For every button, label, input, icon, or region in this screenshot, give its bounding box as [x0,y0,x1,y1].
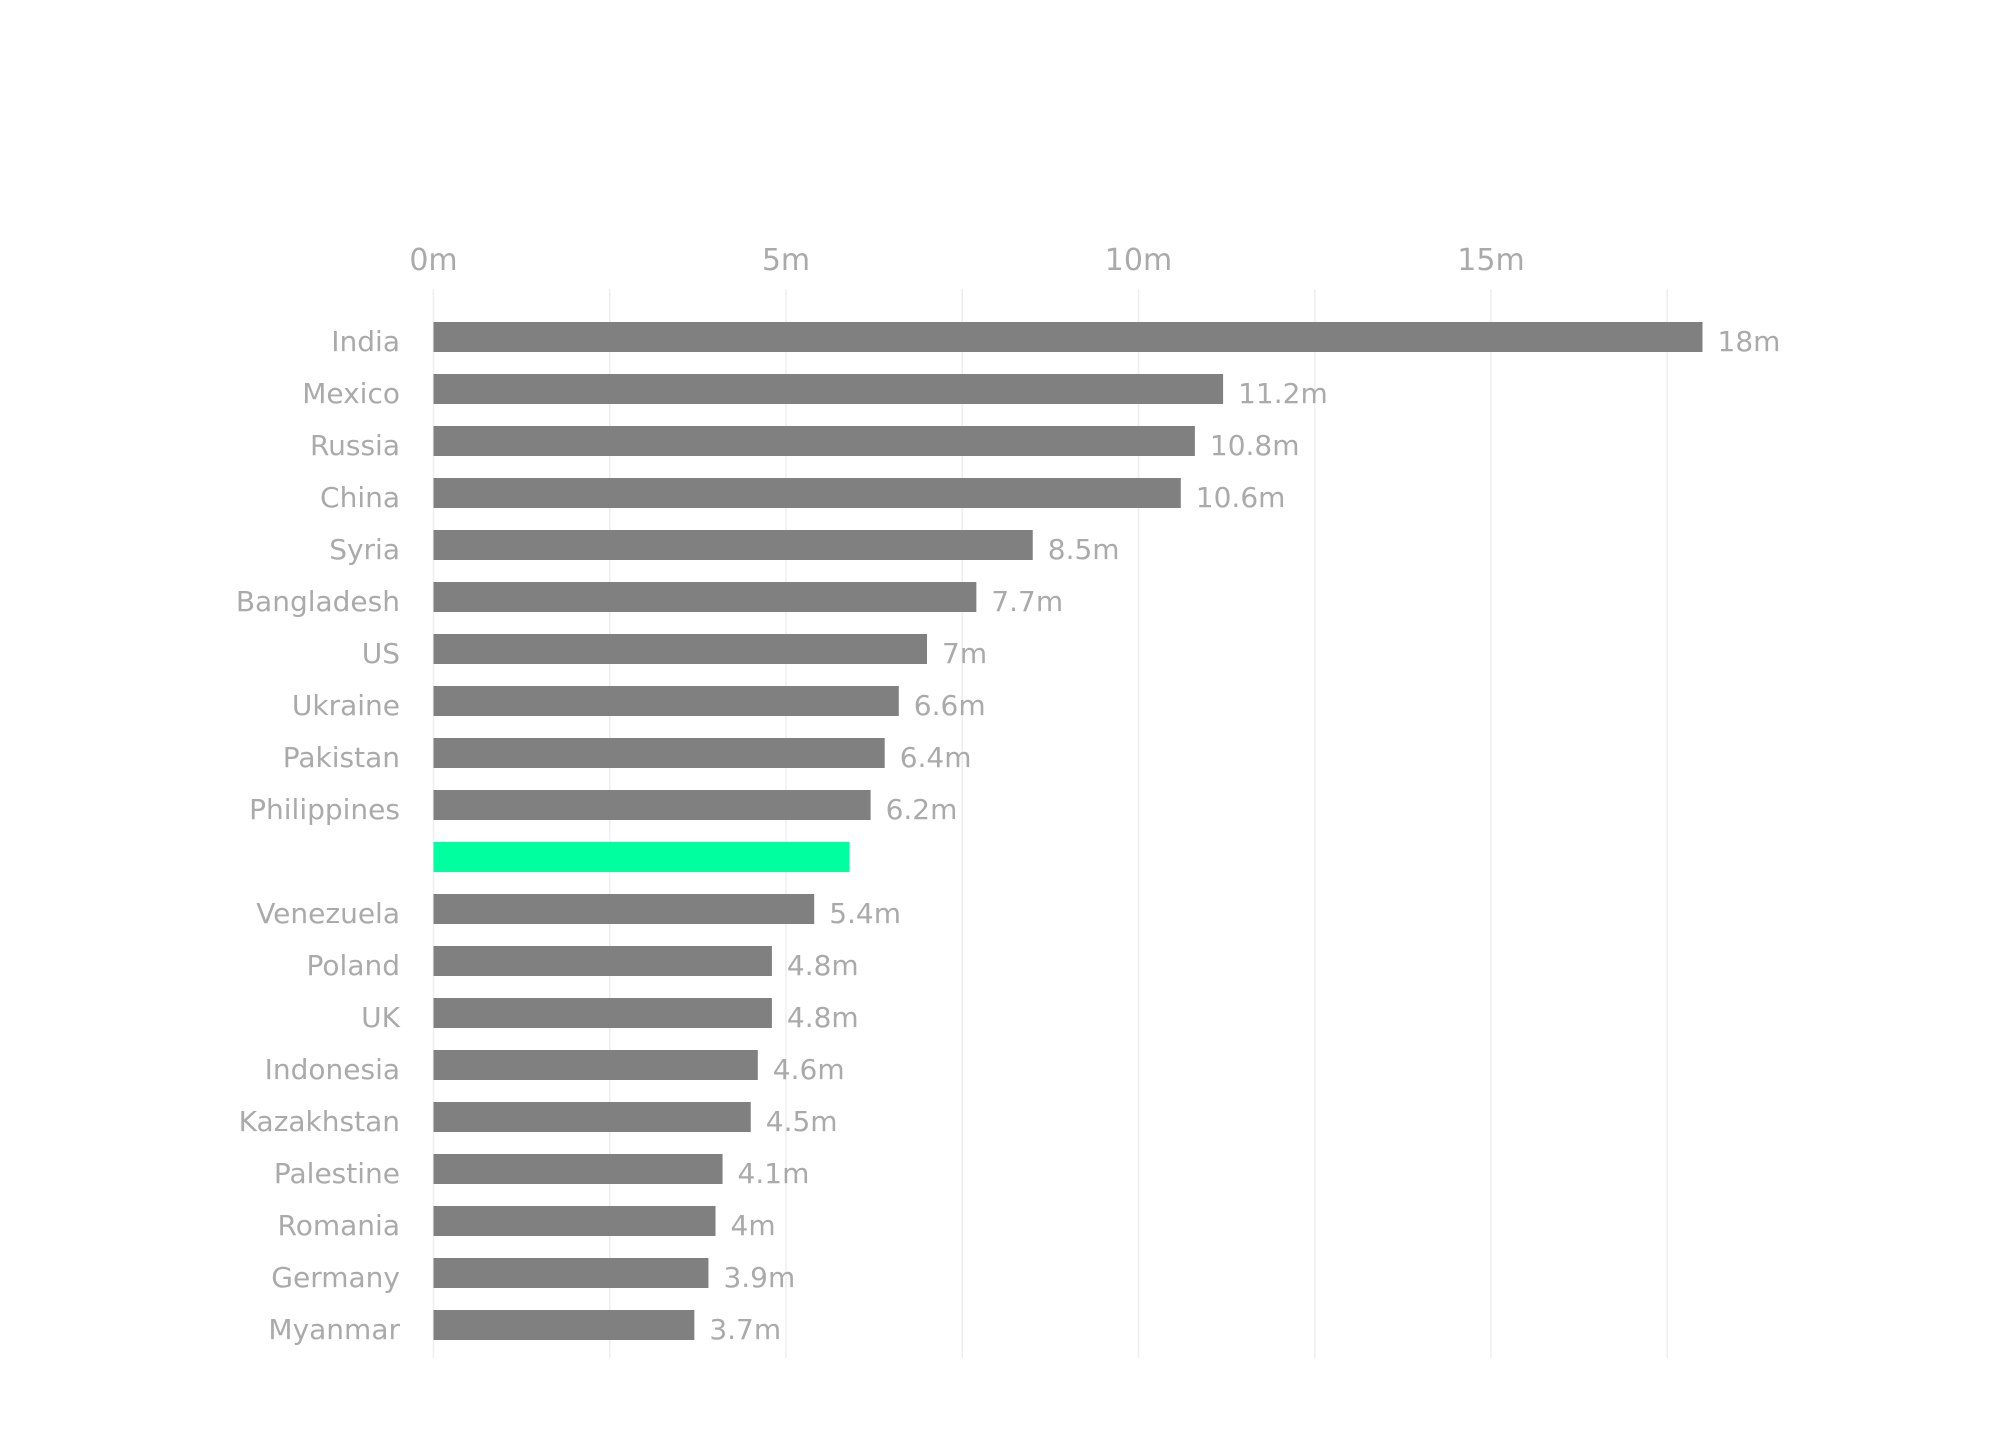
bar [433,374,1224,404]
category-label: Palestine [274,1157,400,1190]
category-label: UK [361,1001,400,1034]
category-label: Pakistan [283,741,400,774]
x-tick-label: 0m [409,243,457,278]
category-label: China [320,481,400,514]
bar-highlight [433,842,850,872]
value-label: 6.4m [900,741,972,774]
category-label: Mexico [302,377,400,410]
category-label: Myanmar [268,1313,400,1346]
value-label: 6.2m [886,793,958,826]
value-label: 4.5m [766,1105,838,1138]
bar [433,582,977,612]
value-label: 4m [731,1209,776,1242]
bar [433,1310,695,1340]
bar [433,634,927,664]
bar [433,790,871,820]
value-label: 4.6m [773,1053,845,1086]
bar [433,1102,751,1132]
bar [433,1154,723,1184]
value-label: 8.5m [1048,533,1120,566]
category-label: Syria [329,533,400,566]
x-tick-label: 15m [1457,243,1524,278]
bars [433,322,1703,1340]
category-label: Venezuela [256,897,400,930]
value-label: 7m [942,637,987,670]
value-label: 10.6m [1196,481,1286,514]
category-label: Bangladesh [236,585,400,618]
x-tick-label: 5m [762,243,810,278]
bar [433,1258,709,1288]
value-label: 4.8m [787,1001,859,1034]
value-label: 10.8m [1210,429,1300,462]
category-label: US [362,637,400,670]
value-label: 5.4m [829,897,901,930]
bar [433,686,899,716]
value-label: 6.6m [914,689,986,722]
value-label: 18m [1718,325,1781,358]
bar [433,426,1195,456]
bar [433,998,772,1028]
category-label: India [331,325,400,358]
bar [433,478,1181,508]
bar [433,894,815,924]
value-label: 3.7m [709,1313,781,1346]
bar [433,530,1033,560]
bar [433,738,885,768]
category-label: Russia [310,429,400,462]
category-label: Indonesia [265,1053,400,1086]
bar [433,946,772,976]
bar [433,322,1703,352]
category-label: Ukraine [292,689,400,722]
category-labels: India Mexico Russia China Syria Bangladesh US U… [236,325,401,1346]
bar [433,1206,716,1236]
value-label: 4.8m [787,949,859,982]
x-axis-ticks: 0m 5m 10m 15m [409,243,1524,278]
value-label: 4.1m [738,1157,810,1190]
x-tick-label: 10m [1105,243,1172,278]
gridlines [432,289,1668,1358]
category-label: Philippines [249,793,400,826]
category-label: Romania [278,1209,400,1242]
bar [433,1050,758,1080]
category-label: Poland [307,949,400,982]
value-label: 7.7m [991,585,1063,618]
value-label: 3.9m [723,1261,795,1294]
category-label: Germany [271,1261,400,1294]
category-label: Kazakhstan [239,1105,400,1138]
value-label: 11.2m [1238,377,1328,410]
